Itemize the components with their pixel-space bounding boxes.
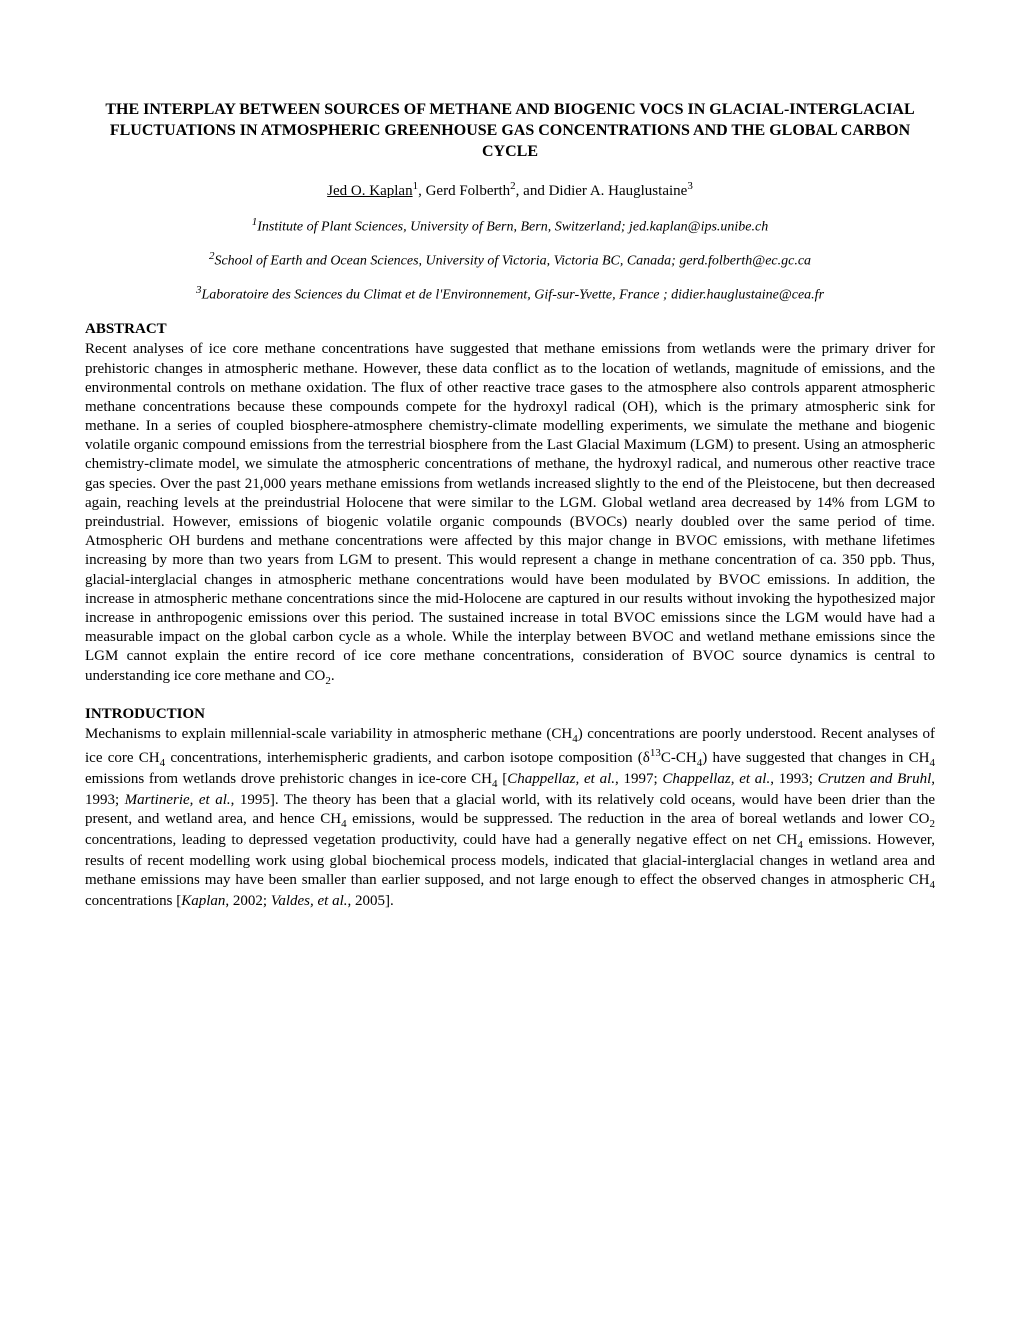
cite-2: Chappellaz, et al. [662, 771, 770, 787]
cite-5: Kaplan [181, 893, 225, 909]
cite-1: Chappellaz, et al. [507, 771, 615, 787]
introduction-heading: INTRODUCTION [85, 706, 935, 723]
affiliation-3: 3Laboratoire des Sciences du Climat et d… [85, 284, 935, 304]
introduction-body: Mechanisms to explain millennial-scale v… [85, 725, 935, 912]
author-sep-1: , [418, 183, 426, 199]
intro-c: concentrations, interhemispheric gradien… [165, 750, 650, 766]
cite-6: Valdes, et al. [271, 893, 348, 909]
intro-m: concentrations, leading to depressed veg… [85, 832, 797, 848]
intro-a: Mechanisms to explain millennial-scale v… [85, 726, 572, 742]
affiliation-2: 2School of Earth and Ocean Sciences, Uni… [85, 250, 935, 270]
intro-e: ) have suggested that changes in CH [702, 750, 929, 766]
authors-line: Jed O. Kaplan1, Gerd Folberth2, and Didi… [85, 180, 935, 200]
intro-sup1: 13 [650, 747, 661, 759]
intro-sub4: 4 [929, 757, 935, 769]
intro-h: , 1997; [615, 771, 662, 787]
author-sep-2: , and [516, 183, 549, 199]
affiliation-1-text: Institute of Plant Sciences, University … [257, 220, 768, 235]
author-1: Jed O. Kaplan [327, 183, 412, 199]
intro-sub7: 2 [930, 818, 936, 830]
intro-q: , 2005]. [347, 893, 393, 909]
paper-title: THE INTERPLAY BETWEEN SOURCES OF METHANE… [85, 100, 935, 162]
intro-sub9: 4 [930, 879, 936, 891]
cite-3: Crutzen and Bruhl [818, 771, 932, 787]
intro-g: [ [497, 771, 507, 787]
author-3: Didier A. Hauglustaine [549, 183, 688, 199]
intro-o: concentrations [ [85, 893, 181, 909]
author-3-sup: 3 [687, 180, 693, 192]
cite-4: Martinerie, et al. [125, 792, 231, 808]
affiliation-1: 1Institute of Plant Sciences, University… [85, 216, 935, 236]
intro-d: C-CH [661, 750, 697, 766]
abstract-body: Recent analyses of ice core methane conc… [85, 340, 935, 687]
abstract-heading: ABSTRACT [85, 321, 935, 338]
author-2: Gerd Folberth [426, 183, 511, 199]
affiliation-2-text: School of Earth and Ocean Sciences, Univ… [214, 254, 811, 269]
intro-f: emissions from wetlands drove prehistori… [85, 771, 492, 787]
abstract-text-1: Recent analyses of ice core methane conc… [85, 341, 935, 683]
abstract-text-1-end: . [331, 668, 335, 684]
affiliation-3-text: Laboratoire des Sciences du Climat et de… [201, 287, 824, 302]
intro-i: , 1993; [770, 771, 817, 787]
intro-l: emissions, would be suppressed. The redu… [347, 811, 930, 827]
intro-p: , 2002; [225, 893, 270, 909]
